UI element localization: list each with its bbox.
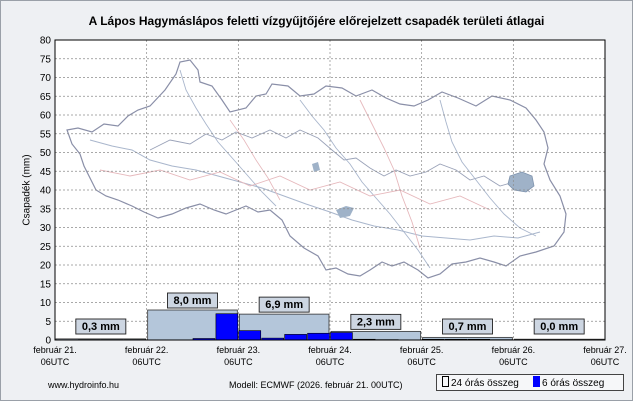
x-tick-label-date: február 26. [492,345,536,355]
y-tick-label: 50 [40,148,52,159]
plot-border [54,39,606,341]
catchment-map-river [299,99,431,269]
x-tick-label-date: február 27. [583,345,627,355]
daily-total-label-box [533,318,585,335]
x-tick-label-time: 06UTC [132,357,161,367]
y-tick-label: 0 [45,336,51,347]
y-tick-label: 60 [40,111,52,122]
six-hour-bar [330,332,353,341]
x-tick-label-date: február 21. [33,345,77,355]
catchment-map-subbasin [149,129,531,193]
catchment-map-river [439,99,537,237]
legend-swatch-daily [442,376,449,387]
footer-model: Modell: ECMWF (2026. február 21. 00UTC) [229,380,403,390]
y-tick-label: 55 [40,129,52,140]
x-tick-label-date: február 25. [400,345,444,355]
catchment-map-lake [312,162,320,172]
y-tick-label: 40 [40,186,52,197]
daily-total-label-box [167,292,218,309]
legend: 24 órás összeg 6 órás összeg [436,374,624,391]
y-tick-label: 25 [40,242,52,253]
y-tick-label: 5 [45,317,51,328]
legend-swatch-sixh [533,376,540,387]
y-tick-label: 20 [40,261,52,272]
daily-total-label: 6,9 mm [265,299,303,311]
daily-total-label: 2,3 mm [357,316,395,328]
x-tick-label-date: február 23. [217,345,261,355]
daily-total-label: 0,0 mm [540,321,578,333]
daily-total-label: 0,3 mm [82,321,120,333]
six-hour-bar [307,332,330,341]
catchment-map-road [359,99,421,249]
six-hour-bar [284,334,307,341]
y-tick-label: 35 [40,204,52,215]
y-axis-label: Csapadék (mm) [21,154,33,226]
x-tick-label-time: 06UTC [499,357,528,367]
x-tick-label-time: 06UTC [591,357,620,367]
y-tick-label: 30 [40,223,52,234]
daily-total-label: 8,0 mm [174,295,212,307]
x-tick-label-time: 06UTC [407,357,436,367]
catchment-map-outline [66,59,567,279]
catchment-map-lake [507,171,535,193]
y-tick-label: 80 [40,36,52,47]
catchment-map-river [179,69,277,207]
catchment-map-river [89,139,541,241]
legend-label-sixh: 6 órás összeg [542,378,605,389]
daily-total-label-box [75,318,127,335]
y-tick-label: 45 [40,167,52,178]
x-tick-label-time: 06UTC [41,357,70,367]
six-hour-bar [215,313,239,341]
x-tick-label-time: 06UTC [316,357,345,367]
footer-source: www.hydroinfo.hu [48,380,120,390]
y-tick-label: 65 [40,92,52,103]
x-tick-label-date: február 22. [125,345,169,355]
daily-total-label-box [258,296,310,313]
legend-item-daily: 24 órás összeg [442,376,519,389]
catchment-map-road [99,169,491,211]
legend-label-daily: 24 órás összeg [451,378,519,389]
catchment-map-road [229,119,281,201]
y-tick-label: 70 [40,73,52,84]
daily-total-label: 0,7 mm [449,321,487,333]
x-tick-label-time: 06UTC [224,357,253,367]
y-tick-label: 10 [40,298,52,309]
six-hour-bar [238,330,262,341]
chart-title: A Lápos Hagymáslápos feletti vízgyűjtőjé… [88,14,545,28]
x-tick-label-date: február 24. [308,345,352,355]
daily-total-label-box [442,318,493,335]
legend-item-sixh: 6 órás összeg [533,376,604,389]
daily-total-label-box [350,313,402,330]
y-tick-label: 75 [40,54,52,65]
y-tick-label: 15 [40,279,52,290]
